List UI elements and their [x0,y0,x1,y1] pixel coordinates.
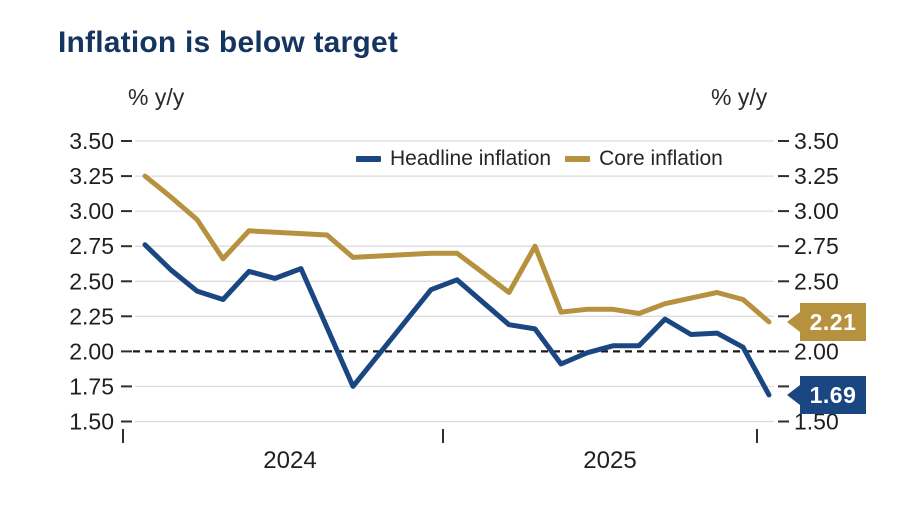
legend-label-headline: Headline inflation [390,147,552,170]
y-axis-unit-right: % y/y [711,84,768,110]
y-axis-label-right: 2.00 [794,338,839,364]
y-axis-label-right: 3.50 [794,128,839,154]
badge-arrow-left-icon [787,312,800,332]
y-axis-label-left: 2.75 [69,233,114,259]
badge-arrow-left-icon [787,385,800,405]
y-axis-label-left: 1.75 [69,373,114,399]
y-axis-label-right: 2.75 [794,233,839,259]
legend-label-core: Core inflation [599,147,723,170]
y-axis-label-left: 3.00 [69,198,114,224]
legend-item-headline: Headline inflation [356,147,551,171]
y-axis-label-right: 3.25 [794,163,839,189]
y-axis-unit-left: % y/y [128,84,185,110]
y-axis-label-left: 3.50 [69,128,114,154]
y-axis-label-right: 2.50 [794,268,839,294]
series-line-core [142,173,772,325]
x-axis-year-label: 2025 [583,447,636,474]
series-line-headline [142,242,772,398]
headline-line-swatch-icon [356,156,381,162]
x-axis-year-label: 2024 [263,447,316,474]
core-last-value-badge: 2.21 [787,303,866,341]
y-axis-label-left: 2.25 [69,303,114,329]
chart-legend: Headline inflation Core inflation [356,145,723,173]
y-axis-label-right: 3.00 [794,198,839,224]
headline-last-value: 1.69 [809,381,857,408]
core-line-swatch-icon [565,156,591,162]
y-axis-label-left: 3.25 [69,163,114,189]
legend-item-core: Core inflation [565,147,723,171]
y-axis-label-left: 2.50 [69,268,114,294]
chart-title: Inflation is below target [58,26,399,59]
y-axis-label-left: 1.50 [69,409,114,435]
core-last-value: 2.21 [809,308,857,335]
headline-last-value-badge: 1.69 [787,376,866,414]
y-axis-label-left: 2.00 [69,338,114,364]
